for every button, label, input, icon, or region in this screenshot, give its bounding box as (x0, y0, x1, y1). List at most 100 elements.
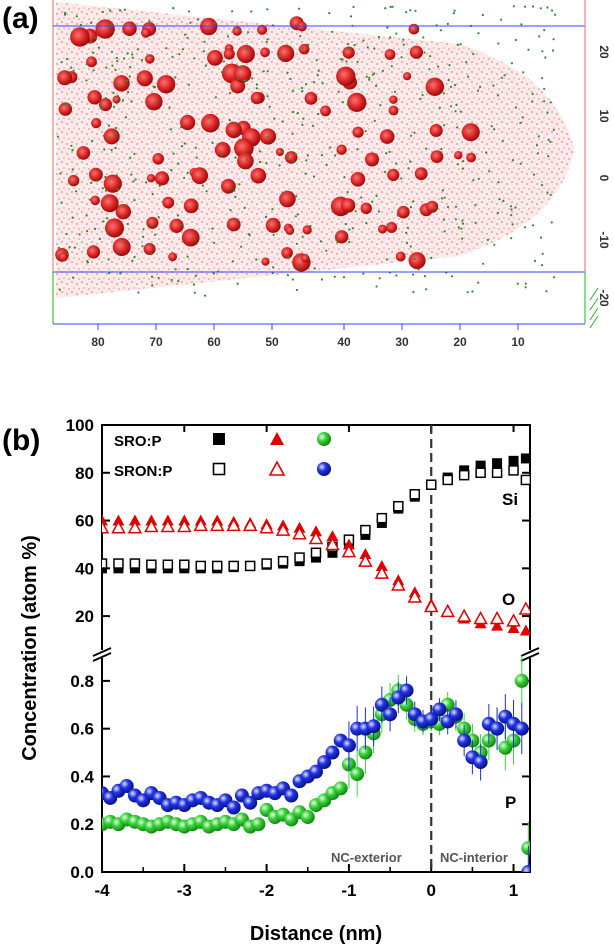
dopant-atom (101, 187, 104, 190)
dopant-atom (347, 47, 350, 51)
dopant-atom (116, 250, 119, 253)
data-point (277, 555, 289, 567)
dopant-atom (371, 200, 374, 203)
dopant-atom (320, 154, 323, 157)
dopant-atom (129, 156, 132, 159)
dopant-atom (377, 210, 380, 213)
x-tick-label: -4 (94, 881, 110, 900)
series-sphere (102, 676, 530, 872)
cluster (207, 50, 223, 66)
dopant-atom (186, 268, 189, 271)
panel-a: (a) 80 70 6 (2, 0, 611, 349)
series-layer (102, 453, 530, 872)
x-tick-label: -3 (177, 881, 192, 900)
dopant-atom (204, 294, 207, 297)
dopant-atom (295, 195, 298, 198)
dopant-atom (176, 214, 180, 217)
dopant-atom (186, 171, 189, 174)
dopant-atom (181, 48, 184, 51)
cluster (454, 151, 463, 160)
data-point (275, 522, 291, 536)
cluster (181, 228, 200, 247)
dopant-atom (543, 100, 546, 103)
dopant-atom (234, 156, 237, 159)
data-point (475, 460, 486, 471)
dopant-atom (373, 47, 376, 50)
upper-y-tick-label: 100 (66, 416, 94, 435)
dopant-atom (281, 120, 284, 123)
dopant-atom (110, 50, 113, 53)
dopant-atom (524, 282, 527, 285)
dopant-atom (461, 219, 464, 222)
dopant-atom (243, 206, 246, 209)
cluster (250, 167, 267, 184)
dopant-atom (107, 258, 110, 261)
dopant-atom (454, 205, 458, 208)
data-point (374, 565, 390, 579)
data-point (359, 548, 372, 559)
dopant-atom (477, 177, 480, 180)
dopant-atom (524, 286, 527, 289)
dopant-atom (516, 282, 519, 285)
lower-y-tick-label: 0.6 (70, 720, 94, 739)
dopant-atom (202, 50, 205, 53)
dopant-atom (291, 278, 294, 281)
dopant-atom (294, 153, 297, 156)
dopant-atom (501, 139, 504, 142)
dopant-atom (356, 148, 359, 151)
dopant-atom (262, 70, 265, 73)
dopant-atom (439, 29, 442, 32)
dopant-atom (315, 59, 318, 62)
dopant-atom (333, 275, 336, 278)
dopant-atom (98, 237, 101, 240)
data-point (144, 518, 159, 533)
dopant-atom (414, 29, 417, 32)
dopant-atom (368, 76, 371, 79)
data-point (448, 707, 463, 722)
dopant-atom (509, 205, 513, 208)
x-tick-label: 0 (426, 881, 435, 900)
data-point (475, 467, 486, 479)
data-point (423, 598, 439, 613)
dopant-atom (186, 255, 189, 258)
dopant-atom (523, 5, 527, 8)
cluster (154, 171, 170, 186)
dopant-atom (239, 29, 242, 32)
dopant-atom (502, 199, 505, 202)
data-point (391, 577, 406, 591)
dopant-atom (360, 196, 363, 199)
dopant-atom (177, 280, 180, 283)
dopant-atom (300, 86, 303, 90)
dopant-atom (492, 84, 495, 87)
data-point (102, 520, 110, 534)
dopant-atom (430, 256, 433, 259)
label-p: P (505, 793, 516, 812)
dopant-atom (233, 189, 236, 192)
data-point (193, 517, 209, 532)
data-point (102, 558, 108, 569)
dopant-atom (228, 92, 232, 95)
cluster (389, 95, 398, 104)
cluster (285, 226, 295, 235)
dopant-atom (148, 20, 151, 23)
dopant-atom (133, 152, 136, 155)
dopant-atom (452, 12, 455, 15)
data-point (366, 719, 381, 734)
dopant-atom (349, 15, 353, 18)
dopant-atom (170, 278, 173, 282)
dopant-atom (541, 264, 544, 267)
dopant-atom (92, 69, 95, 72)
dopant-atom (115, 174, 118, 177)
dopant-atom (375, 285, 378, 288)
dopant-atom (104, 175, 107, 179)
dopant-atom (141, 235, 145, 238)
dopant-atom (66, 57, 69, 61)
dopant-atom (320, 278, 324, 281)
dopant-atom (471, 290, 474, 293)
data-point (458, 469, 470, 481)
dopant-atom (194, 274, 197, 277)
dopant-atom (71, 216, 74, 219)
cluster (90, 195, 100, 206)
dopant-atom (203, 40, 206, 44)
dopant-atom (301, 46, 304, 50)
